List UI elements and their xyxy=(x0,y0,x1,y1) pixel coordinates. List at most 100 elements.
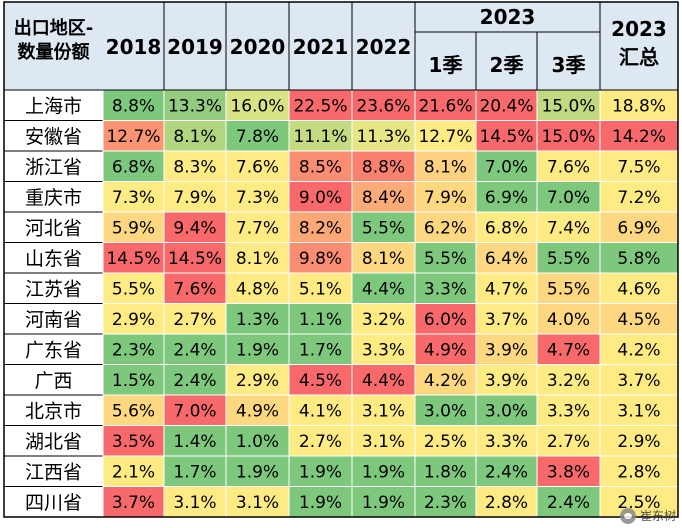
cell-value: 6.0% xyxy=(424,310,467,330)
cell-value: 7.2% xyxy=(617,188,660,208)
cell-value: 14.5% xyxy=(106,249,160,269)
cell-value: 8.2% xyxy=(299,218,342,238)
row-label: 广西 xyxy=(34,370,72,392)
cell-value: 6.8% xyxy=(112,157,155,177)
cell-value: 2.3% xyxy=(424,493,467,513)
cell-value: 2.3% xyxy=(112,340,155,360)
heat-cell xyxy=(288,242,353,274)
heat-cell xyxy=(225,486,290,518)
heat-cell xyxy=(163,303,227,335)
cell-value: 11.1% xyxy=(293,127,347,147)
row-label-cell xyxy=(3,455,104,487)
heat-cell xyxy=(536,486,601,518)
cell-value: 3.0% xyxy=(485,401,528,421)
row-label: 山东省 xyxy=(25,248,82,270)
cell-value: 3.8% xyxy=(547,462,590,482)
heat-cell xyxy=(163,272,227,304)
heat-cell xyxy=(288,303,353,335)
heat-cell xyxy=(475,120,538,152)
cell-value: 4.9% xyxy=(424,340,467,360)
cell-value: 3.3% xyxy=(547,401,590,421)
cell-value: 11.3% xyxy=(356,127,410,147)
cell-value: 4.5% xyxy=(617,310,660,330)
cell-value: 6.2% xyxy=(424,218,467,238)
row-label-cell xyxy=(3,242,104,274)
cell-value: 4.0% xyxy=(547,310,590,330)
heat-cell xyxy=(475,272,538,304)
cell-value: 2.9% xyxy=(617,432,660,452)
cell-value: 1.9% xyxy=(362,462,405,482)
cell-value: 4.6% xyxy=(617,279,660,299)
cell-value: 3.7% xyxy=(485,310,528,330)
heat-cell xyxy=(599,272,679,304)
cell-value: 8.4% xyxy=(362,188,405,208)
cell-value: 3.3% xyxy=(362,340,405,360)
heat-cell xyxy=(225,150,290,182)
cell-value: 3.1% xyxy=(617,401,660,421)
cell-value: 2.9% xyxy=(236,371,279,391)
watermark-text: 崔东树 xyxy=(639,509,676,523)
cell-value: 4.2% xyxy=(424,371,467,391)
heat-cell xyxy=(475,455,538,487)
cell-value: 7.3% xyxy=(236,188,279,208)
cell-value: 1.5% xyxy=(112,371,155,391)
cell-value: 9.4% xyxy=(173,218,216,238)
cell-value: 3.5% xyxy=(112,432,155,452)
corner-label-line: 出口地区- xyxy=(14,17,93,39)
row-label: 江苏省 xyxy=(25,278,82,300)
cell-value: 7.4% xyxy=(547,218,590,238)
cell-value: 6.9% xyxy=(485,188,528,208)
heat-cell xyxy=(414,425,477,457)
cell-value: 21.6% xyxy=(418,96,472,116)
heat-cell xyxy=(536,242,601,274)
cell-value: 4.9% xyxy=(236,401,279,421)
heat-cell xyxy=(288,364,353,396)
cell-value: 7.0% xyxy=(173,401,216,421)
cell-value: 3.1% xyxy=(173,493,216,513)
cell-value: 16.0% xyxy=(230,96,284,116)
cell-value: 12.7% xyxy=(106,127,160,147)
heat-cell xyxy=(475,211,538,243)
heat-cell xyxy=(102,364,165,396)
cell-value: 23.6% xyxy=(356,96,410,116)
heat-cell xyxy=(102,486,165,518)
cell-value: 4.8% xyxy=(236,279,279,299)
cell-value: 8.8% xyxy=(112,96,155,116)
cell-value: 4.7% xyxy=(547,340,590,360)
heat-cell xyxy=(351,211,416,243)
cell-value: 8.3% xyxy=(173,157,216,177)
cell-value: 3.1% xyxy=(362,401,405,421)
cell-value: 15.0% xyxy=(541,127,595,147)
cell-value: 6.8% xyxy=(485,218,528,238)
row-label-cell xyxy=(3,486,104,518)
cell-value: 2.4% xyxy=(173,371,216,391)
cell-value: 5.5% xyxy=(424,249,467,269)
cell-value: 4.4% xyxy=(362,371,405,391)
cell-value: 2.1% xyxy=(112,462,155,482)
heat-cell xyxy=(536,272,601,304)
cell-value: 7.0% xyxy=(485,157,528,177)
heat-cell xyxy=(225,272,290,304)
heat-cell xyxy=(288,181,353,213)
column-header: 1季 xyxy=(429,53,463,77)
cell-value: 9.0% xyxy=(299,188,342,208)
cell-value: 5.8% xyxy=(617,249,660,269)
column-header: 2019 xyxy=(167,35,223,59)
cell-value: 1.3% xyxy=(236,310,279,330)
cell-value: 1.9% xyxy=(362,493,405,513)
cell-value: 18.8% xyxy=(612,96,666,116)
cell-value: 1.0% xyxy=(236,432,279,452)
heat-cell xyxy=(599,364,679,396)
row-label-cell xyxy=(3,120,104,152)
cell-value: 3.9% xyxy=(485,371,528,391)
cell-value: 2.4% xyxy=(173,340,216,360)
cell-value: 3.9% xyxy=(485,340,528,360)
cell-value: 7.7% xyxy=(236,218,279,238)
heat-cell xyxy=(414,272,477,304)
cell-value: 3.7% xyxy=(112,493,155,513)
heat-cell xyxy=(351,272,416,304)
row-label: 四川省 xyxy=(25,492,82,514)
heat-cell xyxy=(414,120,477,152)
heat-cell xyxy=(414,89,477,121)
cell-value: 2.7% xyxy=(299,432,342,452)
